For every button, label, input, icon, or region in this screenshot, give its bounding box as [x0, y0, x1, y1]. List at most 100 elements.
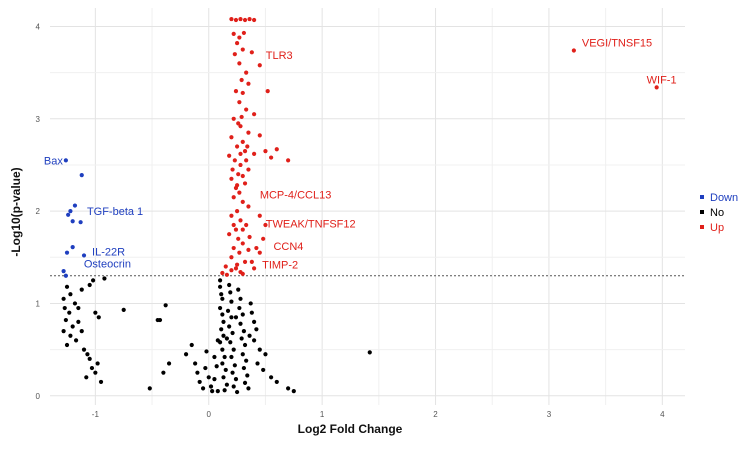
point-no: [222, 388, 227, 393]
point-no: [93, 310, 98, 315]
annotation-label: TIMP-2: [262, 259, 298, 271]
point-up: [234, 209, 240, 214]
point-up: [254, 245, 259, 251]
point-no: [217, 284, 223, 289]
point-up: [227, 153, 232, 158]
point-no: [63, 317, 68, 323]
point-up: [238, 124, 243, 129]
annotation-label: TLR3: [266, 50, 293, 62]
point-no: [79, 329, 84, 334]
data-points: [61, 16, 659, 395]
point-no: [81, 347, 87, 352]
annotation-label: Bax: [44, 155, 63, 167]
point-no: [230, 370, 235, 375]
point-no: [76, 319, 81, 325]
point-no: [96, 315, 101, 320]
point-down: [63, 158, 68, 163]
point-up: [234, 144, 240, 149]
point-no: [248, 301, 253, 306]
point-no: [215, 389, 220, 394]
point-no: [147, 386, 152, 391]
x-tick-label: 2: [433, 410, 438, 419]
y-tick-label: 1: [36, 299, 41, 308]
point-no: [219, 327, 224, 332]
point-up: [231, 195, 236, 200]
point-up: [238, 218, 243, 223]
point-down: [81, 253, 87, 258]
point-no: [195, 370, 200, 375]
point-no: [98, 379, 104, 385]
point-up: [224, 272, 229, 277]
point-up: [227, 232, 232, 237]
point-up: [261, 236, 266, 241]
point-up: [257, 133, 262, 138]
point-up: [246, 167, 251, 172]
point-up: [233, 88, 239, 94]
point-no: [231, 347, 236, 352]
point-no: [238, 296, 243, 301]
point-up: [242, 149, 248, 154]
point-no: [217, 340, 223, 345]
point-no: [155, 317, 160, 323]
point-no: [217, 305, 223, 311]
point-up: [274, 147, 279, 152]
point-up: [242, 17, 248, 23]
point-no: [193, 361, 198, 366]
point-down: [70, 219, 75, 224]
point-no: [219, 292, 224, 297]
point-no: [261, 367, 266, 373]
point-no: [72, 301, 78, 306]
point-no: [67, 310, 72, 315]
point-no: [200, 386, 206, 391]
x-tick-label: 1: [320, 410, 325, 419]
point-up: [229, 16, 234, 22]
point-no: [252, 338, 257, 343]
point-up: [229, 255, 234, 260]
point-no: [246, 386, 251, 391]
point-up: [246, 204, 251, 209]
point-no: [244, 358, 249, 363]
point-no: [241, 365, 247, 371]
point-no: [220, 361, 225, 366]
point-up: [231, 222, 236, 228]
point-no: [161, 370, 166, 375]
point-up: [252, 17, 257, 23]
point-no: [208, 384, 214, 389]
point-up: [571, 48, 576, 53]
point-up: [240, 199, 245, 204]
point-no: [224, 336, 229, 341]
point-up: [229, 135, 234, 140]
point-up: [230, 167, 235, 172]
point-up: [236, 172, 241, 177]
annotation-label: Osteocrin: [84, 259, 131, 271]
point-up: [241, 30, 247, 36]
point-up: [240, 241, 245, 246]
point-no: [84, 375, 89, 380]
point-up: [233, 17, 239, 23]
point-no: [85, 352, 90, 357]
point-no: [221, 333, 226, 338]
point-no: [73, 338, 79, 343]
point-no: [68, 292, 73, 297]
point-no: [228, 340, 233, 345]
point-no: [183, 352, 189, 357]
point-no: [274, 379, 279, 385]
point-up: [246, 130, 251, 135]
point-no: [229, 315, 234, 320]
point-no: [76, 305, 81, 311]
point-up: [263, 149, 268, 154]
point-up: [286, 158, 291, 163]
legend-swatch: [700, 210, 704, 214]
annotation-label: IL-22R: [92, 246, 125, 258]
point-up: [242, 181, 248, 186]
point-up: [223, 264, 228, 269]
point-no: [87, 356, 92, 361]
point-up: [252, 112, 257, 117]
point-no: [234, 389, 240, 395]
point-no: [89, 365, 95, 371]
point-no: [239, 336, 244, 341]
point-up: [237, 250, 242, 255]
point-no: [163, 303, 168, 308]
point-up: [238, 151, 243, 156]
point-no: [269, 375, 274, 380]
